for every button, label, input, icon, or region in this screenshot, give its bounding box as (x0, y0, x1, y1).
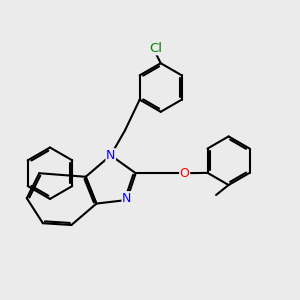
Text: N: N (106, 149, 116, 162)
Text: O: O (180, 167, 190, 180)
Text: Cl: Cl (149, 42, 162, 55)
Text: N: N (122, 192, 131, 205)
